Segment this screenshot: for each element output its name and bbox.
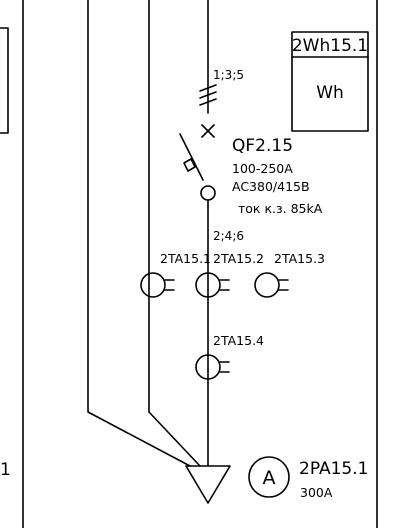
meter-box (291, 31, 369, 132)
breaker-voltage: AC380/415В (232, 179, 310, 194)
breaker-tag: QF2.15 (232, 136, 293, 156)
ct-2ta15-2[interactable] (195, 272, 230, 298)
ct3-label: 2TA15.3 (274, 251, 325, 266)
meter-unit-symbol: Wh (316, 83, 344, 103)
ct4-label: 2TA15.4 (213, 333, 264, 348)
breaker-current-range: 100-250A (232, 161, 293, 176)
ammeter-circle[interactable] (248, 456, 290, 498)
breaker-contact-lever (179, 133, 204, 181)
breaker-trip-element (183, 158, 196, 172)
breaker-short-circuit: ток к.з. 85kA (238, 201, 323, 216)
energy-meter[interactable] (291, 31, 369, 132)
breaker-cross-icon (201, 124, 215, 138)
ammeter-rating: 300A (300, 485, 333, 500)
circuit-breaker-qf[interactable] (179, 84, 217, 201)
ammeter-tag: 2PA15.1 (299, 459, 368, 479)
breaker-poles-top: 1;3;5 (213, 68, 244, 82)
wire-left-outer (87, 0, 191, 467)
ct-2ta15-1[interactable] (140, 272, 175, 298)
breaker-poles-bottom: 2;4;6 (213, 229, 244, 243)
breaker-terminal (200, 185, 216, 201)
edge-fragment-left-mid: 1 (0, 460, 11, 480)
transformer-triangle-icon[interactable] (185, 465, 231, 504)
ammeter-symbol: A (263, 467, 276, 489)
ct1-label: 2TA15.1 (160, 251, 211, 266)
ct-2ta15-4[interactable] (195, 354, 230, 380)
ct2-label: 2TA15.2 (213, 251, 264, 266)
left-frame-box (0, 27, 9, 134)
meter-tag: 2Wh15.1 (292, 36, 368, 56)
wire-left-inner (148, 0, 201, 467)
three-phase-tick-marks (199, 84, 217, 106)
ct-2ta15-3[interactable] (254, 272, 289, 298)
